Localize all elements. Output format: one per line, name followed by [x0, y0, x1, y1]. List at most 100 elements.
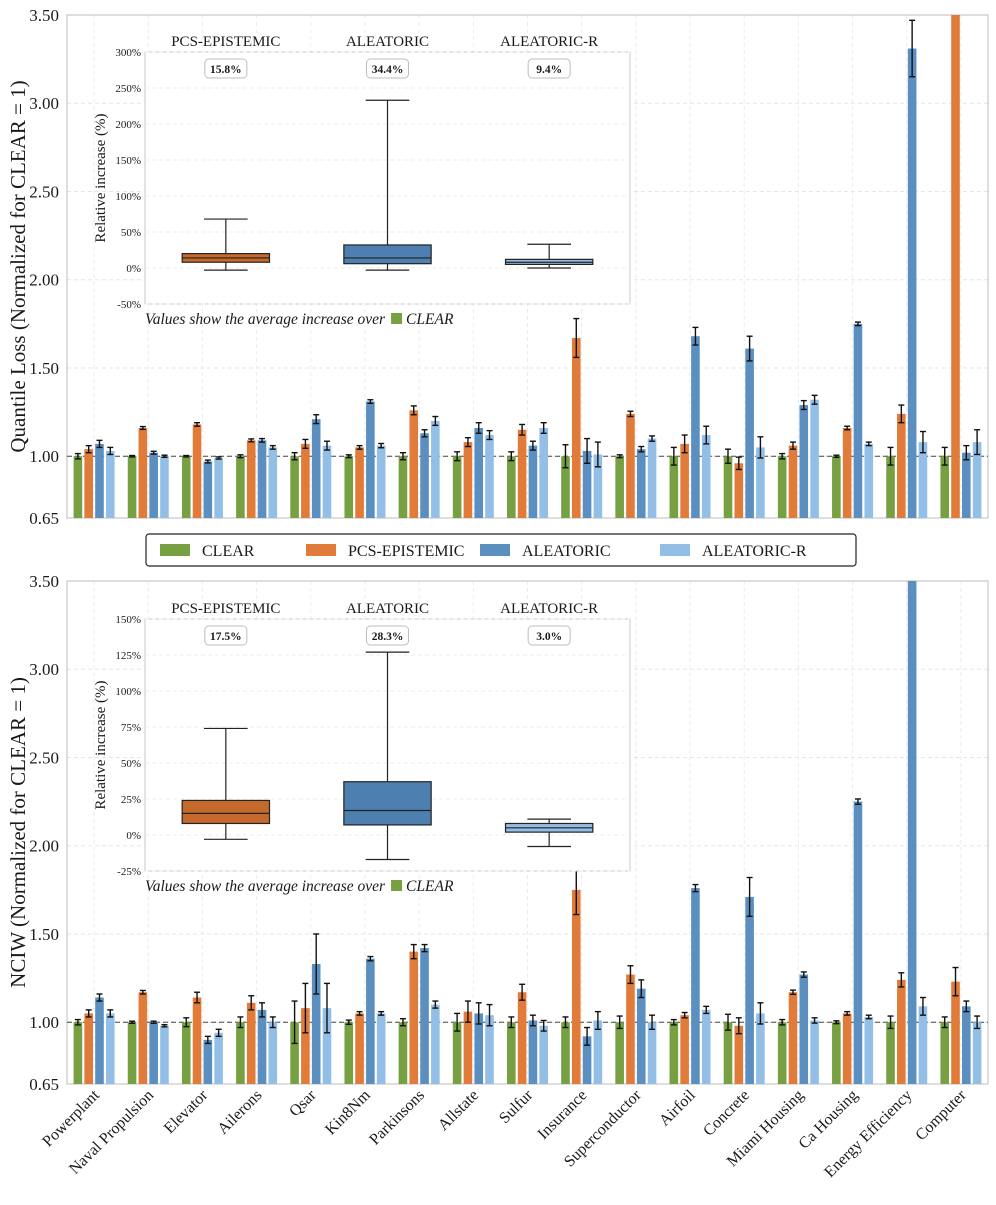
bar	[84, 449, 93, 518]
legend-swatch	[306, 544, 336, 556]
bar	[918, 1006, 928, 1084]
bar	[626, 974, 635, 1084]
mean-badge	[204, 58, 248, 79]
bar	[431, 420, 440, 518]
mean-badge	[366, 58, 409, 79]
bar	[701, 1009, 711, 1084]
bar	[463, 442, 473, 518]
inset-y-axis-label: Relative increase (%)	[93, 680, 109, 809]
bar	[539, 427, 548, 518]
bar	[474, 1013, 484, 1084]
inset-y-tick-label: 200%	[115, 119, 141, 131]
bar	[897, 979, 906, 1084]
x-tick-label: Concrete	[700, 1087, 753, 1140]
x-tick-label: Elevator	[161, 1086, 212, 1137]
inset-y-tick-label: 25%	[121, 794, 141, 806]
bar	[181, 1022, 191, 1084]
bar	[853, 323, 863, 518]
bar	[311, 963, 321, 1084]
mean-badge-label: 9.4%	[536, 64, 562, 76]
bar	[940, 1022, 950, 1084]
bar	[745, 348, 754, 518]
bar	[647, 438, 657, 518]
bar	[301, 1008, 310, 1084]
bar	[528, 445, 538, 518]
y-tick-label: 2.50	[29, 748, 59, 767]
x-tick-label: Airfoil	[656, 1086, 699, 1129]
legend-swatch	[160, 544, 190, 556]
bar	[669, 456, 679, 518]
x-tick-label: Parkinsons	[366, 1087, 428, 1149]
bar	[940, 456, 950, 518]
plot-frame	[66, 580, 989, 1085]
bar	[723, 456, 733, 518]
bar	[73, 456, 83, 518]
bar	[777, 456, 787, 518]
bar	[344, 456, 354, 518]
y-tick-label: 3.00	[29, 94, 59, 113]
bar	[691, 888, 700, 1084]
bar	[951, 981, 960, 1084]
bar	[680, 1015, 689, 1084]
bar	[420, 948, 429, 1084]
bar	[268, 447, 278, 518]
bar	[810, 1020, 819, 1084]
y-tick-label: 2.00	[29, 271, 59, 290]
inset-category-label: ALEATORIC	[346, 601, 429, 617]
bar	[962, 452, 971, 518]
inset-y-tick-label: 150%	[115, 155, 141, 167]
bar	[972, 1022, 982, 1084]
inset-y-tick-label: -50%	[117, 299, 141, 311]
bar	[322, 445, 332, 518]
bar	[181, 456, 191, 518]
bar	[571, 337, 581, 518]
mean-badge	[527, 625, 571, 646]
bar	[138, 427, 148, 518]
bar	[962, 1006, 971, 1084]
box-iqr	[181, 799, 271, 825]
inset-y-tick-label: 50%	[121, 758, 141, 770]
bar	[907, 581, 917, 1084]
bar	[463, 1011, 473, 1084]
bar	[734, 463, 744, 518]
mean-badge	[204, 625, 248, 646]
inset-note-ref: CLEAR	[406, 311, 454, 328]
inset-category-label: ALEATORIC-R	[500, 34, 598, 50]
bar	[636, 449, 646, 518]
inset-y-tick-label: 75%	[121, 722, 141, 734]
bar	[344, 1022, 354, 1084]
bar	[409, 410, 419, 518]
inset-note: Values show the average increase over	[145, 878, 386, 895]
bar	[127, 456, 137, 518]
bar	[376, 445, 386, 518]
legend-label: PCS-EPISTEMIC	[348, 543, 464, 560]
inset-y-tick-label: 100%	[115, 686, 141, 698]
inset-y-tick-label: 125%	[115, 650, 141, 662]
bar	[376, 1013, 386, 1084]
inset-y-tick-label: 0%	[126, 263, 141, 275]
bar	[192, 424, 202, 518]
bar	[236, 456, 245, 518]
bar	[160, 456, 169, 518]
bar	[322, 1008, 332, 1084]
bar	[268, 1022, 278, 1084]
bar	[756, 447, 765, 518]
bar	[95, 443, 104, 518]
bar	[745, 896, 754, 1084]
bar	[669, 1022, 679, 1084]
mean-badge-label: 3.0%	[536, 631, 562, 643]
bar	[301, 443, 310, 518]
plot-frame	[66, 14, 989, 519]
y-tick-label: 0.65	[29, 1075, 59, 1094]
top-inset: -50% 0% 50% 100% 150% 200% 250% 300% Relative in…	[93, 34, 631, 328]
x-tick-label: Sulfur	[496, 1086, 537, 1127]
y-axis-label: Quantile Loss (Normalized for CLEAR = 1)	[6, 80, 30, 452]
inset-note-ref: CLEAR	[406, 878, 454, 895]
inset-y-tick-label: 250%	[115, 83, 141, 95]
bar	[756, 1013, 765, 1084]
bar	[257, 1009, 267, 1084]
bar	[160, 1025, 169, 1084]
bar	[355, 1013, 364, 1084]
y-tick-label: 1.50	[29, 359, 59, 378]
